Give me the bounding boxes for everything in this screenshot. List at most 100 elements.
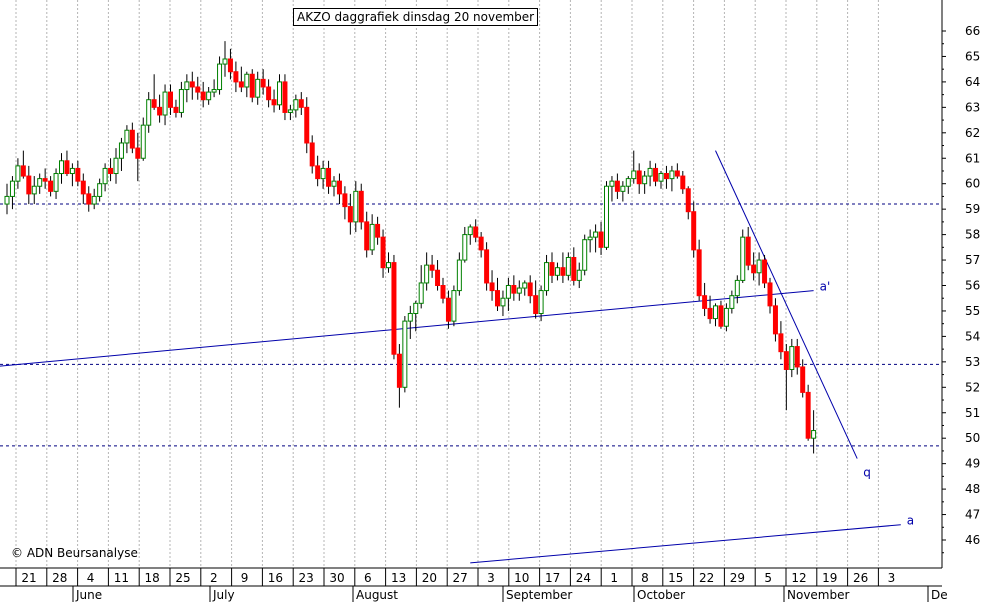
x-tick-label: 11 (114, 571, 129, 585)
candle-up (729, 295, 735, 309)
candle-up (59, 160, 64, 175)
candle-up (734, 279, 740, 297)
x-tick-label: 26 (853, 571, 868, 585)
candle-down (391, 262, 397, 355)
candle-down (75, 167, 81, 182)
x-tick-label: 16 (268, 571, 283, 585)
trendline-label: a' (820, 280, 831, 294)
x-tick-label: 8 (641, 571, 649, 585)
candle-up (538, 290, 544, 314)
candle-up (91, 195, 97, 205)
y-tick-label: 46 (965, 533, 980, 547)
copyright-label: © ADN Beursanalyse (11, 546, 138, 560)
y-tick-label: 51 (965, 406, 980, 420)
candle-down (249, 73, 255, 98)
y-tick-label: 61 (965, 151, 980, 165)
y-tick-label: 65 (965, 49, 980, 63)
y-tick-label: 58 (965, 228, 980, 242)
candle-down (762, 259, 768, 284)
x-tick-label: 29 (730, 571, 745, 585)
y-tick-label: 55 (965, 304, 980, 318)
candle-down (298, 99, 304, 108)
candle-down (478, 236, 484, 251)
candle-up (544, 262, 550, 292)
candle-up (625, 178, 631, 187)
chart-title: AKZO daggrafiek dinsdag 20 november (293, 8, 539, 26)
month-label: August (356, 588, 398, 602)
candle-up (723, 307, 729, 327)
candle-down (315, 165, 321, 180)
candle-down (484, 249, 490, 284)
candle-down (157, 106, 163, 116)
candle-down (614, 180, 620, 192)
month-label: De (931, 588, 948, 602)
candle-up (647, 167, 653, 177)
candle-up (222, 58, 228, 65)
candle-up (287, 109, 293, 113)
candle-down (151, 99, 157, 108)
month-label: October (637, 588, 685, 602)
x-tick-label: 18 (145, 571, 160, 585)
candle-up (255, 78, 261, 98)
candle-up (320, 167, 326, 180)
candle-up (462, 234, 468, 261)
candle-down (435, 269, 441, 287)
x-tick-label: 19 (822, 571, 837, 585)
candle-up (277, 81, 282, 106)
candle-up (522, 282, 528, 289)
candle-down (445, 297, 451, 322)
candle-down (800, 366, 806, 393)
candle-up (587, 236, 593, 241)
x-tick-label: 12 (791, 571, 806, 585)
candle-up (609, 180, 615, 187)
candle-up (593, 231, 599, 238)
candle-down (495, 290, 500, 307)
candle-up (756, 259, 762, 274)
candle-up (4, 195, 10, 205)
candle-down (767, 282, 773, 307)
candle-down (772, 305, 778, 335)
candle-up (789, 346, 795, 370)
candle-down (336, 180, 342, 195)
candle-down (358, 190, 364, 223)
candle-down (326, 167, 332, 187)
candle-down (266, 86, 272, 101)
candle-down (598, 231, 604, 248)
candle-up (206, 91, 212, 101)
candle-down (282, 81, 288, 113)
candle-up (456, 259, 462, 292)
candle-down (702, 295, 708, 309)
y-tick-label: 54 (965, 329, 980, 343)
candle-up (467, 226, 473, 236)
candle-down (707, 307, 713, 320)
x-tick-label: 13 (391, 571, 406, 585)
candle-up (331, 180, 337, 187)
candle-up (217, 63, 223, 91)
candle-down (440, 285, 446, 299)
candle-down (783, 351, 789, 370)
trendline-label: q (863, 466, 871, 480)
candle-down (80, 180, 86, 195)
candle-up (418, 282, 424, 304)
candle-down (511, 285, 517, 294)
candle-down (751, 264, 757, 274)
candle-up (15, 165, 21, 182)
candle-up (713, 305, 718, 320)
candle-down (64, 160, 70, 175)
candle-up (69, 167, 75, 175)
candle-down (168, 91, 173, 108)
candle-up (407, 312, 413, 322)
candle-down (227, 58, 233, 73)
candle-down (304, 106, 310, 144)
candle-down (805, 391, 811, 439)
y-tick-label: 48 (965, 482, 980, 496)
candle-down (663, 173, 669, 180)
candle-up (353, 190, 359, 223)
candle-up (642, 175, 648, 185)
candle-down (364, 221, 370, 251)
candle-down (26, 175, 32, 195)
y-tick-label: 57 (965, 253, 980, 267)
candle-up (811, 430, 817, 439)
candle-down (200, 91, 206, 101)
